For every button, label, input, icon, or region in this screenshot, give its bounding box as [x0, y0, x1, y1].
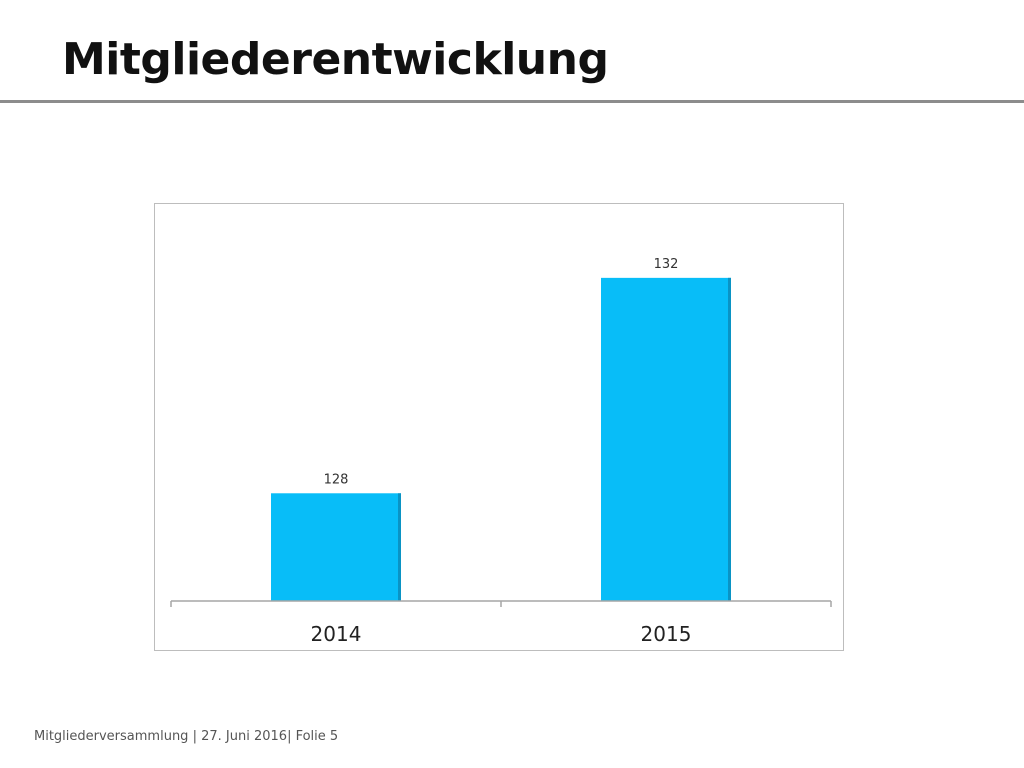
title-divider: [0, 100, 1024, 103]
footer-separator: |: [287, 729, 296, 744]
bar-edge-shade: [728, 277, 731, 601]
footer: Mitgliederversammlung | 27. Juni 2016| F…: [34, 729, 338, 744]
bar: [271, 493, 401, 601]
bar-chart: 128 2014 132 2015: [170, 257, 832, 646]
bar: [601, 277, 731, 601]
x-tick-label: 2015: [641, 622, 692, 646]
footer-separator: |: [188, 729, 202, 744]
footer-slide-label: Folie: [295, 729, 326, 744]
x-tick-label: 2014: [311, 622, 362, 646]
slide-title: Mitgliederentwicklung: [62, 34, 609, 85]
chart-frame: 128 2014 132 2015: [154, 203, 844, 651]
footer-slide-number: 5: [329, 729, 339, 744]
footer-event: Mitgliederversammlung: [34, 729, 189, 744]
data-label: 128: [324, 472, 349, 487]
bar-edge-shade: [398, 493, 401, 601]
footer-date: 27. Juni 2016: [201, 729, 288, 744]
data-label: 132: [654, 257, 679, 272]
